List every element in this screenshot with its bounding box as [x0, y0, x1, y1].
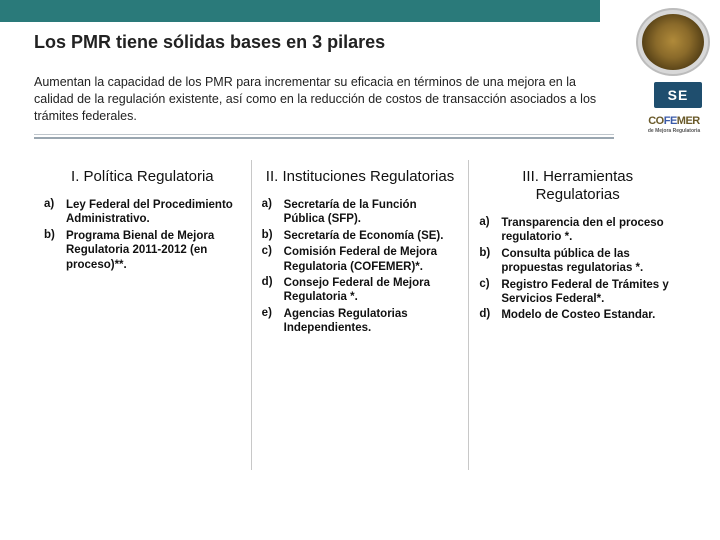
list-item: b) Programa Bienal de Mejora Regulatoria…	[44, 229, 241, 272]
cofemer-text-part1: CO	[648, 115, 664, 127]
item-letter: b)	[262, 229, 284, 243]
cofemer-text-part3: MER	[677, 115, 700, 127]
column-2-title: II. Instituciones Regulatorias	[262, 168, 459, 186]
item-text: Comisión Federal de Mejora Regulatoria (…	[284, 245, 459, 274]
cofemer-badge: COFEMER de Mejora Regulatoria	[640, 114, 708, 136]
list-item: b) Secretaría de Economía (SE).	[262, 229, 459, 243]
divider-thick	[34, 137, 614, 139]
list-item: a) Transparencia den el proceso regulato…	[479, 216, 676, 245]
cofemer-text-part2: FE	[664, 115, 677, 127]
item-text: Transparencia den el proceso regulatorio…	[501, 216, 676, 245]
column-3-items: a) Transparencia den el proceso regulato…	[479, 216, 676, 323]
item-text: Ley Federal del Procedimiento Administra…	[66, 198, 241, 227]
list-item: b) Consulta pública de las propuestas re…	[479, 247, 676, 276]
item-letter: b)	[44, 229, 66, 272]
item-text: Secretaría de Economía (SE).	[284, 229, 459, 243]
column-1-title: I. Política Regulatoria	[44, 168, 241, 186]
item-letter: a)	[44, 198, 66, 227]
list-item: c) Comisión Federal de Mejora Regulatori…	[262, 245, 459, 274]
list-item: d) Modelo de Costeo Estandar.	[479, 308, 676, 322]
top-strip	[0, 0, 720, 22]
item-letter: d)	[479, 308, 501, 322]
columns-container: I. Política Regulatoria a) Ley Federal d…	[34, 160, 686, 470]
column-3: III. Herramientas Regulatorias a) Transp…	[468, 160, 686, 470]
list-item: d) Consejo Federal de Mejora Regulatoria…	[262, 276, 459, 305]
page-title: Los PMR tiene sólidas bases en 3 pilares	[34, 32, 385, 53]
item-letter: a)	[262, 198, 284, 227]
divider-thin	[34, 134, 614, 135]
page-subtitle: Aumentan la capacidad de los PMR para in…	[34, 74, 614, 125]
item-letter: a)	[479, 216, 501, 245]
item-text: Registro Federal de Trámites y Servicios…	[501, 278, 676, 307]
item-letter: c)	[262, 245, 284, 274]
list-item: a) Secretaría de la Función Pública (SFP…	[262, 198, 459, 227]
item-text: Agencias Regulatorias Independientes.	[284, 307, 459, 336]
teal-stripe	[0, 0, 600, 22]
list-item: a) Ley Federal del Procedimiento Adminis…	[44, 198, 241, 227]
item-text: Consulta pública de las propuestas regul…	[501, 247, 676, 276]
column-1-items: a) Ley Federal del Procedimiento Adminis…	[44, 198, 241, 272]
item-text: Programa Bienal de Mejora Regulatoria 20…	[66, 229, 241, 272]
item-letter: d)	[262, 276, 284, 305]
se-badge: SE	[654, 82, 702, 108]
item-text: Secretaría de la Función Pública (SFP).	[284, 198, 459, 227]
item-text: Consejo Federal de Mejora Regulatoria *.	[284, 276, 459, 305]
column-2: II. Instituciones Regulatorias a) Secret…	[251, 160, 469, 470]
list-item: c) Registro Federal de Trámites y Servic…	[479, 278, 676, 307]
item-text: Modelo de Costeo Estandar.	[501, 308, 676, 322]
list-item: e) Agencias Regulatorias Independientes.	[262, 307, 459, 336]
item-letter: b)	[479, 247, 501, 276]
cofemer-subtitle: de Mejora Regulatoria	[648, 129, 700, 134]
item-letter: e)	[262, 307, 284, 336]
column-2-items: a) Secretaría de la Función Pública (SFP…	[262, 198, 459, 335]
title-bar: Los PMR tiene sólidas bases en 3 pilares	[0, 22, 720, 66]
item-letter: c)	[479, 278, 501, 307]
column-3-title: III. Herramientas Regulatorias	[479, 168, 676, 204]
column-1: I. Política Regulatoria a) Ley Federal d…	[34, 160, 251, 470]
eagle-seal-icon	[642, 14, 704, 70]
